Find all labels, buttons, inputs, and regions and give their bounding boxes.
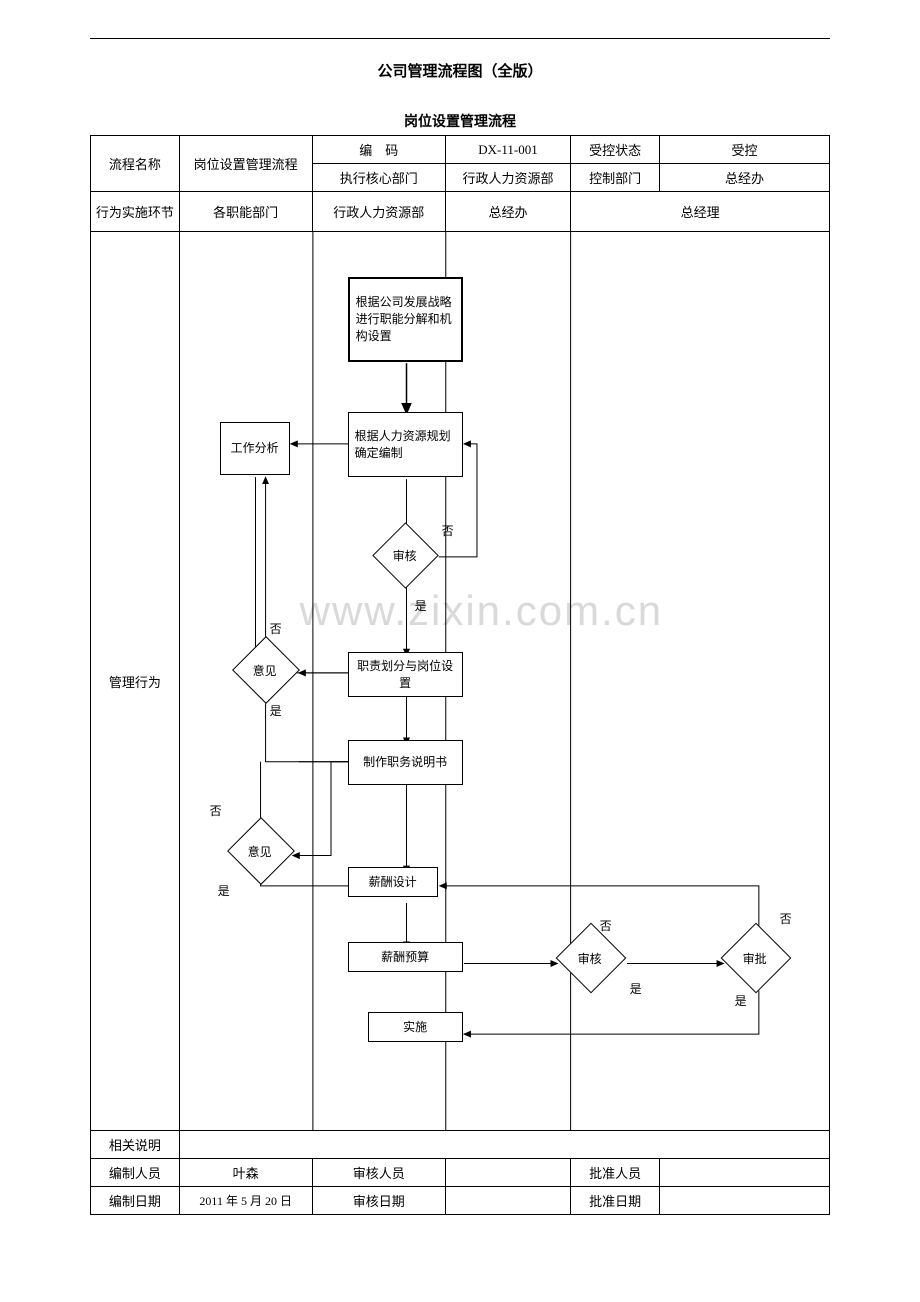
label-d1-no: 否 [442, 522, 454, 539]
label-d5-no: 否 [780, 910, 792, 927]
ctrl-dept-value: 总经办 [660, 164, 830, 192]
section-title: 岗位设置管理流程 [90, 111, 830, 131]
exec-dept-label: 执行核心部门 [312, 164, 445, 192]
reviewer-value [445, 1159, 571, 1187]
label-d3-no: 否 [210, 802, 222, 819]
label-d5-yes: 是 [735, 992, 747, 1009]
page-title: 公司管理流程图（全版） [90, 60, 830, 81]
code-label: 编 码 [312, 136, 445, 164]
node-duty: 职责划分与岗位设置 [348, 652, 463, 697]
date-value: 2011 年 5 月 20 日 [179, 1187, 312, 1215]
flowchart-cell: www.zixin.com.cn [179, 232, 829, 1131]
node-salary-budget: 薪酬预算 [348, 942, 463, 972]
status-label: 受控状态 [571, 136, 660, 164]
code-value: DX-11-001 [445, 136, 571, 164]
node-salary-design: 薪酬设计 [348, 867, 438, 897]
col1: 各职能部门 [179, 192, 312, 232]
label-d1-yes: 是 [415, 597, 427, 614]
status-value: 受控 [660, 136, 830, 164]
col4: 总经理 [571, 192, 830, 232]
col3: 总经办 [445, 192, 571, 232]
author-value: 叶森 [179, 1159, 312, 1187]
flow-rowlabel: 管理行为 [91, 232, 180, 1131]
review-date-value [445, 1187, 571, 1215]
approve-date-label: 批准日期 [571, 1187, 660, 1215]
proc-name-label: 流程名称 [91, 136, 180, 192]
date-label: 编制日期 [91, 1187, 180, 1215]
label-d4-yes: 是 [630, 980, 642, 997]
meta-table: 流程名称 岗位设置管理流程 编 码 DX-11-001 受控状态 受控 执行核心… [90, 135, 830, 1215]
node-implement: 实施 [368, 1012, 463, 1042]
author-label: 编制人员 [91, 1159, 180, 1187]
label-d4-no: 否 [600, 917, 612, 934]
reviewer-label: 审核人员 [312, 1159, 445, 1187]
review-date-label: 审核日期 [312, 1187, 445, 1215]
node-analysis: 工作分析 [220, 422, 290, 475]
desc-value [179, 1131, 829, 1159]
desc-label: 相关说明 [91, 1131, 180, 1159]
node-plan: 根据人力资源规划确定编制 [348, 412, 463, 477]
label-d2-yes: 是 [270, 702, 282, 719]
label-d2-no: 否 [270, 620, 282, 637]
node-strategy: 根据公司发展战略进行职能分解和机构设置 [348, 277, 463, 362]
label-d3-yes: 是 [218, 882, 230, 899]
cols-label: 行为实施环节 [91, 192, 180, 232]
approve-date-value [660, 1187, 830, 1215]
col2: 行政人力资源部 [312, 192, 445, 232]
approver-label: 批准人员 [571, 1159, 660, 1187]
node-manual: 制作职务说明书 [348, 740, 463, 785]
approver-value [660, 1159, 830, 1187]
exec-dept-value: 行政人力资源部 [445, 164, 571, 192]
ctrl-dept-label: 控制部门 [571, 164, 660, 192]
proc-name-value: 岗位设置管理流程 [179, 136, 312, 192]
